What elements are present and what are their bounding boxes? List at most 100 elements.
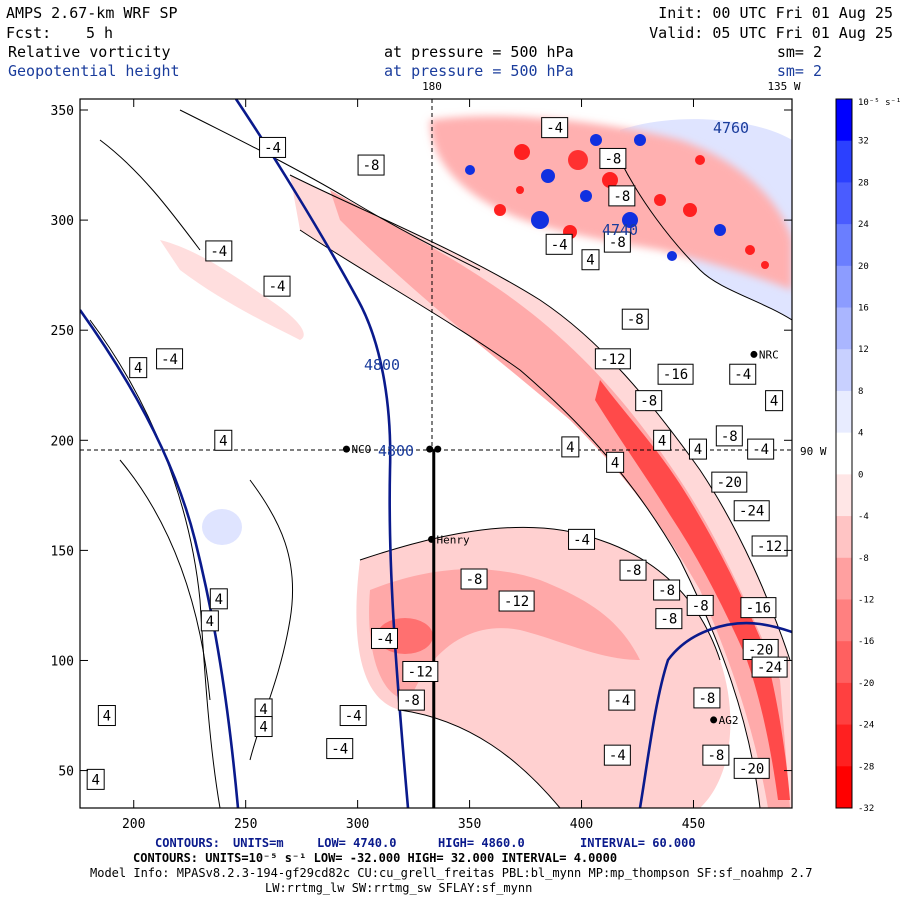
vorticity-label: -4 — [339, 705, 367, 727]
vorticity-label-text: 4 — [259, 702, 267, 718]
station-label: NCO — [351, 443, 371, 456]
footer-model-info: Model Info: MPASv8.2.3-194-gf29cd82c CU:… — [90, 866, 812, 880]
vorticity-label-box — [214, 429, 233, 451]
convective-cells — [465, 134, 769, 269]
vorticity-label: -12 — [594, 348, 631, 370]
field-vorticity: Relative vorticity — [8, 43, 171, 61]
vorticity-label: -8 — [653, 579, 681, 601]
vorticity-label: -4 — [568, 528, 596, 550]
colorbar-tick-label: -20 — [858, 679, 874, 689]
x-tick-label: 400 — [570, 817, 593, 832]
vorticity-label-box — [653, 579, 681, 601]
vorticity-label-text: -4 — [345, 709, 362, 725]
western-streak — [160, 240, 304, 340]
vorticity-label-text: -4 — [331, 742, 348, 758]
field-geopotential: Geopotential height — [8, 62, 180, 80]
footer-height-contours: CONTOURS: — [155, 836, 220, 850]
station-label: Henry — [437, 533, 470, 546]
jet-band-mid — [330, 190, 790, 808]
colorbar-tick-label: 20 — [858, 262, 869, 272]
colorbar-tick-label: -16 — [858, 637, 874, 647]
vorticity-label-box — [599, 147, 627, 169]
vorticity-label: -8 — [603, 231, 631, 253]
vorticity-label: -4 — [729, 363, 757, 385]
vorticity-label: -20 — [733, 757, 770, 779]
station-marker — [710, 716, 718, 724]
footer-height-low: LOW= 4740.0 — [317, 836, 396, 850]
vorticity-label-box — [686, 594, 714, 616]
colorbar-segment — [836, 140, 852, 183]
vorticity-label: -12 — [751, 535, 788, 557]
vorticity-label: 4 — [209, 588, 228, 610]
vorticity-label: -4 — [545, 233, 573, 255]
footer-height-interval: INTERVAL= 60.000 — [580, 836, 696, 850]
footer-vorticity-contours: CONTOURS: UNITS=10⁻⁵ s⁻¹ LOW= -32.000 HI… — [133, 851, 617, 865]
colorbar-segment — [836, 432, 852, 475]
vorticity-label-box — [765, 390, 784, 412]
colorbar-tick-label: -24 — [858, 721, 874, 731]
vorticity-label: 4 — [688, 438, 707, 460]
vorticity-label: 4 — [97, 705, 116, 727]
station-label: NRC — [759, 348, 779, 361]
vorticity-label-box — [371, 627, 399, 649]
smoothing-1: sm= 2 — [777, 43, 822, 61]
fcst-value: 5 h — [86, 24, 113, 42]
colorbar-tick-label: 0 — [858, 470, 863, 480]
station-label: AG2 — [719, 714, 739, 727]
vorticity-label: -12 — [402, 660, 439, 682]
vorticity-label-text: -20 — [717, 475, 742, 491]
y-axis: 50 100 150 200 250 300 350 — [51, 104, 792, 780]
vorticity-label-text: -4 — [546, 121, 563, 137]
vorticity-label: -4 — [747, 438, 775, 460]
colorbar-segment — [836, 307, 852, 350]
vorticity-label-text: -4 — [551, 237, 568, 253]
vorticity-label-text: -8 — [698, 691, 715, 707]
colorbar-tick-label: -4 — [858, 512, 869, 522]
vorticity-label: -8 — [357, 154, 385, 176]
vorticity-label-box — [715, 425, 743, 447]
vorticity-label-text: 4 — [566, 440, 574, 456]
vorticity-label: -4 — [205, 240, 233, 262]
vorticity-label-text: 4 — [611, 455, 619, 471]
vorticity-label: -8 — [635, 390, 663, 412]
vorticity-label-text: 4 — [586, 253, 594, 269]
vorticity-label: -4 — [326, 738, 354, 760]
footer-height-high: HIGH= 4860.0 — [438, 836, 525, 850]
colorbar-unit: 10⁻⁵ s⁻¹ — [858, 98, 900, 108]
height-label-4740: 4740 — [602, 221, 638, 239]
vorticity-label-box — [693, 687, 721, 709]
vorticity-label-text: 4 — [694, 442, 702, 458]
vorticity-label: -20 — [711, 471, 748, 493]
vorticity-label: -20 — [742, 638, 779, 660]
colorbar-segment — [836, 516, 852, 559]
station-marker — [342, 445, 350, 453]
vorticity-label-box — [254, 716, 273, 738]
vorticity-label-box — [751, 656, 788, 678]
station-marker — [428, 535, 436, 543]
lon-label-135w: 135 W — [767, 80, 800, 93]
pressure-level-2: at pressure = 500 hPa — [384, 62, 574, 80]
colorbar-segment — [836, 265, 852, 309]
vorticity-label-text: -16 — [663, 367, 688, 383]
model-title: AMPS 2.67-km WRF SP — [6, 4, 178, 22]
footer-height-units: UNITS=m — [233, 836, 284, 850]
vorticity-label: -8 — [397, 689, 425, 711]
vorticity-label: 4 — [254, 698, 273, 720]
vorticity-label-box — [594, 348, 631, 370]
vorticity-label: -24 — [751, 656, 788, 678]
vorticity-label-box — [568, 528, 596, 550]
vorticity-label-box — [460, 568, 488, 590]
vorticity-label-text: -8 — [692, 598, 709, 614]
vorticity-label-text: 4 — [103, 709, 111, 725]
vorticity-label-box — [653, 429, 672, 451]
lat-label-90w: 90 W — [800, 445, 827, 458]
stations: NCO Henry NRC AG2 — [342, 348, 779, 727]
vorticity-label-box — [621, 308, 649, 330]
vorticity-label: -8 — [655, 608, 683, 630]
vorticity-label: 4 — [214, 429, 233, 451]
vorticity-label-box — [635, 390, 663, 412]
colorbar-tick-label: -28 — [858, 762, 874, 772]
vorticity-label-box — [619, 559, 647, 581]
fcst-label: Fcst: — [6, 24, 51, 42]
